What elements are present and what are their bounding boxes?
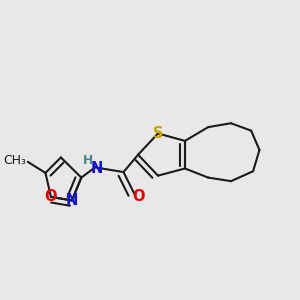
Text: N: N bbox=[66, 193, 78, 208]
Text: O: O bbox=[45, 189, 57, 204]
Text: N: N bbox=[90, 161, 103, 176]
Text: S: S bbox=[153, 126, 163, 141]
Text: H: H bbox=[82, 154, 93, 167]
Text: CH₃: CH₃ bbox=[4, 154, 26, 167]
Text: O: O bbox=[132, 189, 144, 204]
